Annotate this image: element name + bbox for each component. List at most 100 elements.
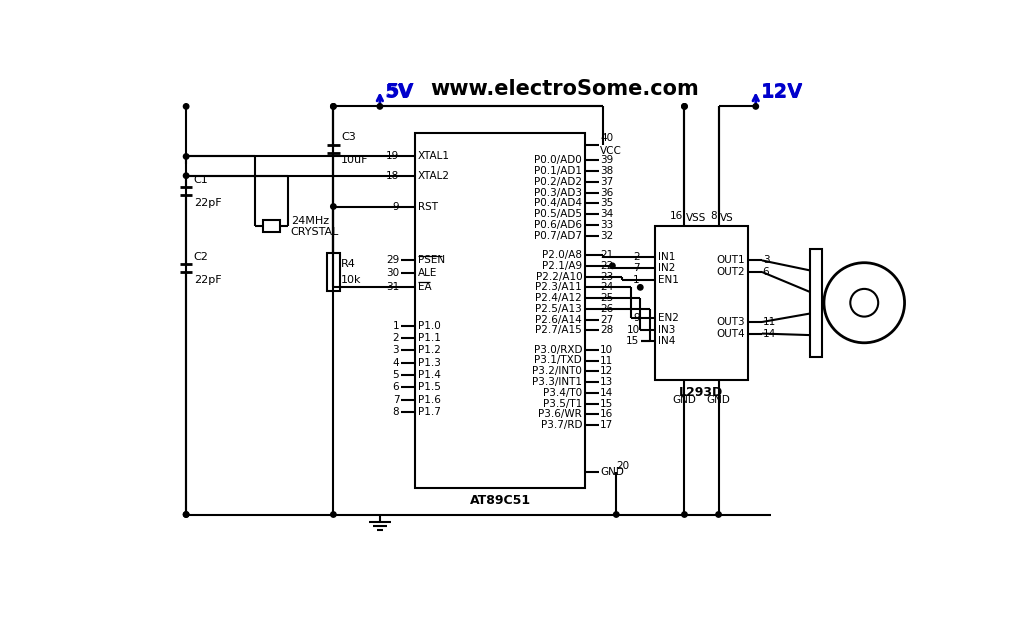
Text: IN1: IN1 (658, 251, 676, 261)
Text: 16: 16 (670, 211, 683, 221)
Text: IN2: IN2 (658, 263, 676, 273)
Circle shape (682, 104, 687, 109)
Text: 30: 30 (386, 268, 399, 278)
Text: P0.1/AD1: P0.1/AD1 (535, 166, 583, 176)
Text: 1: 1 (633, 275, 640, 285)
Text: 9: 9 (633, 313, 640, 323)
Text: 3: 3 (392, 345, 399, 355)
Text: 17: 17 (600, 420, 613, 430)
Text: 22: 22 (600, 261, 613, 271)
Text: VCC: VCC (600, 146, 622, 156)
Text: 14: 14 (763, 329, 776, 338)
Circle shape (331, 204, 336, 209)
Text: 34: 34 (600, 209, 613, 219)
Text: R4: R4 (341, 260, 356, 269)
Text: GND: GND (600, 467, 624, 477)
Circle shape (682, 512, 687, 517)
Text: 10uF: 10uF (341, 156, 369, 165)
Text: 15: 15 (627, 336, 640, 346)
Text: 9: 9 (392, 202, 399, 212)
Text: P3.7/RD: P3.7/RD (541, 420, 583, 430)
Text: 11: 11 (763, 317, 776, 327)
Text: 7: 7 (392, 395, 399, 404)
Text: PSEN: PSEN (418, 255, 445, 265)
Text: P1.4: P1.4 (418, 370, 440, 380)
Circle shape (183, 173, 188, 178)
Text: 5: 5 (392, 370, 399, 380)
Text: P1.1: P1.1 (418, 333, 440, 343)
Text: 10: 10 (627, 324, 640, 335)
Text: OUT1: OUT1 (716, 255, 744, 265)
Text: P2.1/A9: P2.1/A9 (542, 261, 583, 271)
Text: 1: 1 (392, 321, 399, 331)
Text: OUT4: OUT4 (716, 329, 744, 338)
Text: 2: 2 (392, 333, 399, 343)
Text: 10k: 10k (341, 275, 361, 285)
Circle shape (716, 512, 721, 517)
Text: 40: 40 (600, 134, 613, 144)
Text: 31: 31 (386, 282, 399, 292)
Text: 19: 19 (386, 151, 399, 161)
Text: VSS: VSS (686, 213, 707, 222)
Text: 38: 38 (600, 166, 613, 176)
Text: 6: 6 (763, 267, 769, 277)
Text: 5V: 5V (385, 83, 414, 102)
Text: 25: 25 (600, 293, 613, 303)
Text: 27: 27 (600, 315, 613, 324)
Text: 29: 29 (386, 255, 399, 265)
Bar (328, 253, 340, 291)
Text: 23: 23 (600, 272, 613, 282)
Text: 36: 36 (600, 188, 613, 198)
Text: P3.4/T0: P3.4/T0 (543, 388, 583, 398)
Circle shape (183, 512, 188, 517)
Text: P1.3: P1.3 (418, 358, 440, 368)
Text: 22pF: 22pF (194, 198, 221, 208)
Text: P0.3/AD3: P0.3/AD3 (535, 188, 583, 198)
Text: IN4: IN4 (658, 336, 676, 346)
Text: P2.2/A10: P2.2/A10 (536, 272, 583, 282)
Text: P3.5/T1: P3.5/T1 (543, 399, 583, 409)
Text: 2: 2 (633, 251, 640, 261)
Text: RST: RST (418, 202, 438, 212)
Bar (263, 220, 280, 232)
Bar (415, 134, 586, 488)
Text: 32: 32 (600, 231, 613, 241)
Circle shape (331, 512, 336, 517)
Text: GND: GND (673, 395, 696, 405)
Text: P2.0/A8: P2.0/A8 (542, 250, 583, 260)
Text: P1.5: P1.5 (418, 382, 440, 392)
Text: 8: 8 (392, 407, 399, 417)
Text: 13: 13 (600, 377, 613, 387)
Text: 7: 7 (633, 263, 640, 273)
Text: 16: 16 (600, 410, 613, 420)
Text: CRYSTAL: CRYSTAL (291, 227, 339, 237)
Text: P0.5/AD5: P0.5/AD5 (535, 209, 583, 219)
Circle shape (331, 104, 336, 109)
Text: C2: C2 (194, 251, 209, 261)
Text: P1.7: P1.7 (418, 407, 440, 417)
Text: 33: 33 (600, 220, 613, 230)
Circle shape (753, 104, 759, 109)
Text: P1.6: P1.6 (418, 395, 440, 404)
Text: P0.6/AD6: P0.6/AD6 (535, 220, 583, 230)
Text: 3: 3 (763, 255, 769, 265)
Text: 37: 37 (600, 177, 613, 187)
Text: 12V: 12V (761, 83, 803, 102)
Text: 21: 21 (600, 250, 613, 260)
Circle shape (638, 285, 643, 290)
Text: P0.2/AD2: P0.2/AD2 (535, 177, 583, 187)
Text: P3.6/WR: P3.6/WR (539, 410, 583, 420)
Text: P2.3/A11: P2.3/A11 (536, 282, 583, 292)
Text: 26: 26 (600, 304, 613, 314)
Text: 11: 11 (600, 355, 613, 365)
Text: 24: 24 (600, 282, 613, 292)
Text: OUT3: OUT3 (716, 317, 744, 327)
Text: 22pF: 22pF (194, 275, 221, 285)
Text: 35: 35 (600, 198, 613, 209)
Circle shape (331, 104, 336, 109)
Text: GND: GND (707, 395, 730, 405)
Bar (810, 249, 822, 357)
Text: 20: 20 (616, 461, 630, 471)
Bar (655, 226, 748, 380)
Text: 24MHz: 24MHz (291, 216, 329, 226)
